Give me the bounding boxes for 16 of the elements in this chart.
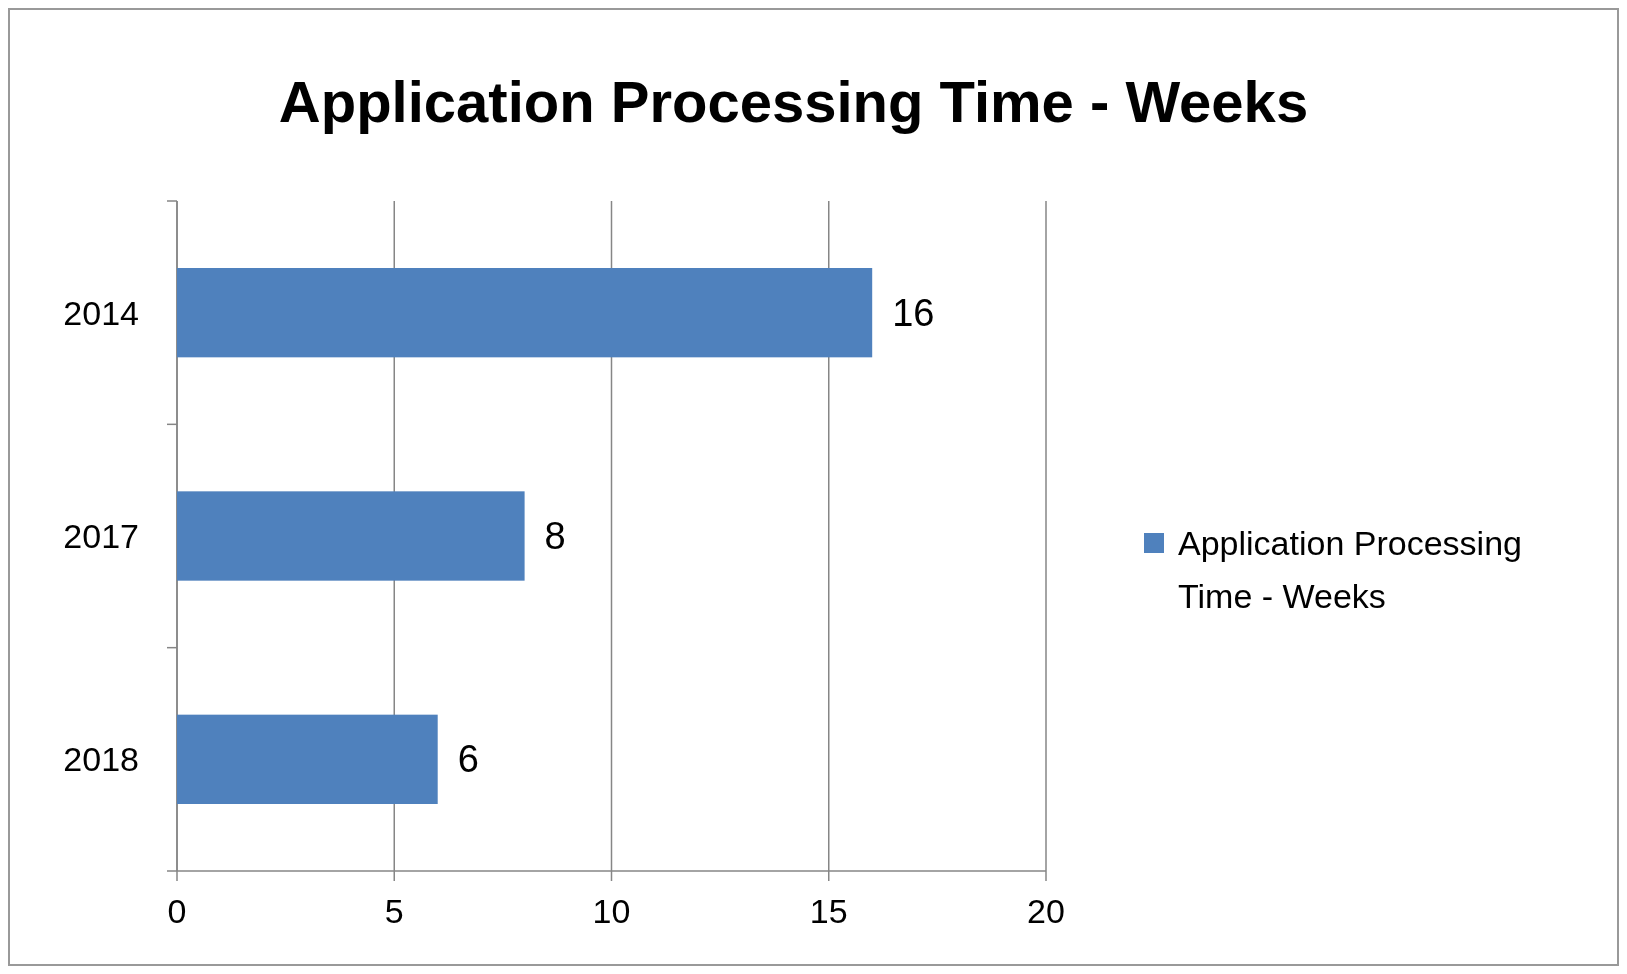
y-tick-label: 2018 (63, 740, 139, 779)
data-label: 6 (457, 738, 479, 781)
legend-label: Application Processing Time - Weeks (1178, 524, 1522, 615)
x-tick-label: 5 (384, 892, 404, 930)
data-label: 8 (544, 515, 566, 557)
y-tick-label: 2017 (63, 517, 139, 555)
x-tick-label: 15 (809, 892, 848, 930)
x-tick-label: 20 (1027, 892, 1065, 930)
x-tick-label: 10 (592, 892, 631, 930)
x-tick-label: 0 (167, 892, 187, 930)
bar (177, 268, 873, 358)
bar (177, 491, 525, 581)
y-tick-label: 2014 (63, 293, 139, 332)
data-label: 16 (892, 291, 935, 334)
bar (177, 714, 438, 804)
chart-title: Application Processing Time - Weeks (278, 68, 1309, 134)
